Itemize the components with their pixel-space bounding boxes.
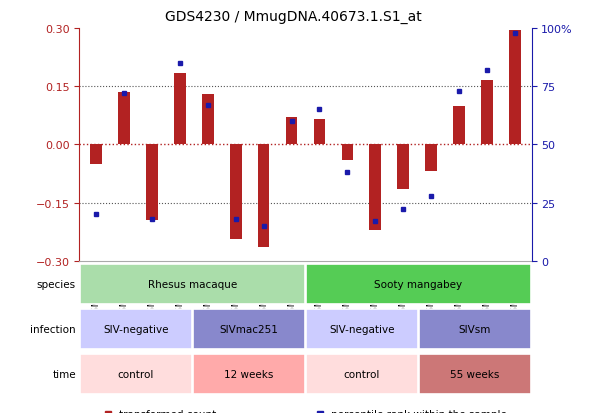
Text: SIVmac251: SIVmac251 [219, 324, 279, 334]
Bar [419, 354, 531, 394]
Bar [306, 264, 531, 304]
Text: SIV-negative: SIV-negative [103, 324, 169, 334]
Bar [286, 118, 298, 145]
Bar [90, 145, 102, 164]
Bar [230, 145, 241, 240]
Text: Sooty mangabey: Sooty mangabey [375, 279, 463, 289]
Bar [306, 354, 418, 394]
Text: SIV-negative: SIV-negative [329, 324, 395, 334]
Bar [425, 145, 437, 172]
Bar [509, 31, 521, 145]
Bar [419, 309, 531, 349]
Text: control: control [344, 369, 380, 380]
Bar [453, 106, 465, 145]
Bar [146, 145, 158, 221]
Bar [80, 354, 192, 394]
Bar [193, 309, 305, 349]
Bar [313, 120, 325, 145]
Bar [80, 264, 305, 304]
Text: transformed count: transformed count [119, 408, 216, 413]
Text: 55 weeks: 55 weeks [450, 369, 500, 380]
Bar [202, 95, 214, 145]
Text: infection: infection [31, 324, 76, 334]
Bar [481, 81, 493, 145]
Bar [397, 145, 409, 190]
Text: GDS4230 / MmugDNA.40673.1.S1_at: GDS4230 / MmugDNA.40673.1.S1_at [165, 10, 422, 24]
Bar [370, 145, 381, 230]
Bar [174, 74, 186, 145]
Text: percentile rank within the sample: percentile rank within the sample [331, 408, 507, 413]
Text: 12 weeks: 12 weeks [224, 369, 274, 380]
Text: species: species [37, 279, 76, 289]
Bar [306, 309, 418, 349]
Bar [193, 354, 305, 394]
Text: Rhesus macaque: Rhesus macaque [148, 279, 237, 289]
Bar [80, 309, 192, 349]
Text: SIVsm: SIVsm [459, 324, 491, 334]
Bar [258, 145, 269, 247]
Text: time: time [53, 369, 76, 380]
Bar [118, 93, 130, 145]
Text: control: control [118, 369, 154, 380]
Bar [342, 145, 353, 161]
